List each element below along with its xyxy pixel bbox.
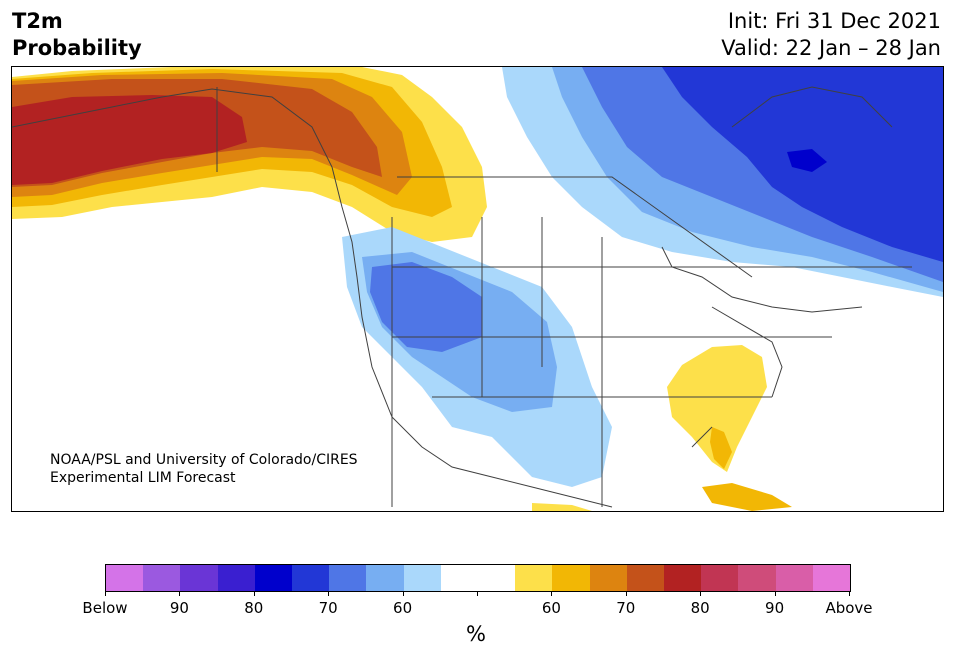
colorbar-tick-mark <box>253 591 255 596</box>
colorbar-tick-label: 80 <box>244 599 264 617</box>
colorbar-tick-mark <box>179 591 181 596</box>
colorbar-swatch <box>180 565 218 591</box>
colorbar-swatch <box>626 565 665 591</box>
colorbar-tick-label: 60 <box>541 599 561 617</box>
credit-line-2: Experimental LIM Forecast <box>50 470 236 486</box>
warm-region-southeast-outer <box>667 345 767 472</box>
colorbar-tick-label: 80 <box>690 599 710 617</box>
init-date: Init: Fri 31 Dec 2021 <box>727 9 941 33</box>
colorbar-tick-mark <box>551 591 553 596</box>
warm-region-florida <box>710 427 732 469</box>
colorbar-tick-mark <box>477 591 478 596</box>
cold-region-north-core <box>787 149 827 172</box>
colorbar-tick-mark <box>700 591 702 596</box>
colorbar-tick-mark <box>402 591 404 596</box>
credit-line-1: NOAA/PSL and University of Colorado/CIRE… <box>50 452 358 468</box>
colorbar-tick-mark <box>105 591 106 596</box>
colorbar-tick-mark <box>774 591 776 596</box>
colorbar-tick-label: 90 <box>169 599 189 617</box>
colorbar <box>105 564 851 592</box>
warm-region-alaska-core <box>12 95 247 185</box>
warm-region-cuba <box>702 483 792 511</box>
boundary-lines <box>12 86 912 508</box>
colorbar-swatch <box>812 565 851 591</box>
colorbar-tick-label: Above <box>825 599 873 617</box>
colorbar-tick-label: 60 <box>393 599 413 617</box>
colorbar-swatch <box>478 565 516 591</box>
colorbar-tick-mark <box>849 591 850 596</box>
colorbar-swatch <box>292 565 330 591</box>
warm-region-mexico-south <box>532 503 592 511</box>
colorbar-tick-label: 70 <box>318 599 338 617</box>
colorbar-swatch <box>552 565 590 591</box>
colorbar-swatch <box>440 565 479 591</box>
colorbar-swatch <box>589 565 627 591</box>
colorbar-tick-label: Below <box>82 599 128 617</box>
probability-map <box>12 67 943 511</box>
colorbar-tick-mark <box>328 591 330 596</box>
map-panel: NOAA/PSL and University of Colorado/CIRE… <box>11 66 944 512</box>
title-line-1: T2m <box>12 9 63 33</box>
colorbar-swatch <box>515 565 553 591</box>
colorbar-swatch <box>775 565 813 591</box>
colorbar-swatch <box>738 565 776 591</box>
colorbar-swatch <box>254 565 293 591</box>
colorbar-swatch <box>329 565 367 591</box>
colorbar-swatch <box>366 565 404 591</box>
credit-text: NOAA/PSL and University of Colorado/CIRE… <box>50 451 358 487</box>
colorbar-unit-label: % <box>466 622 486 646</box>
colorbar-swatch <box>106 565 144 591</box>
colorbar-tick-label: 70 <box>616 599 636 617</box>
colorbar-swatch <box>664 565 702 591</box>
colorbar-swatch <box>701 565 739 591</box>
valid-range: Valid: 22 Jan – 28 Jan <box>721 36 941 60</box>
colorbar-swatch <box>403 565 441 591</box>
colorbar-swatch <box>143 565 181 591</box>
cold-region-west-core <box>370 262 482 352</box>
date-info: Init: Fri 31 Dec 2021 Valid: 22 Jan – 28… <box>721 8 941 62</box>
colorbar-tick-mark <box>625 591 627 596</box>
colorbar-swatch <box>217 565 255 591</box>
map-title: T2m Probability <box>12 8 142 62</box>
title-line-2: Probability <box>12 36 142 60</box>
colorbar-tick-label: 90 <box>765 599 785 617</box>
